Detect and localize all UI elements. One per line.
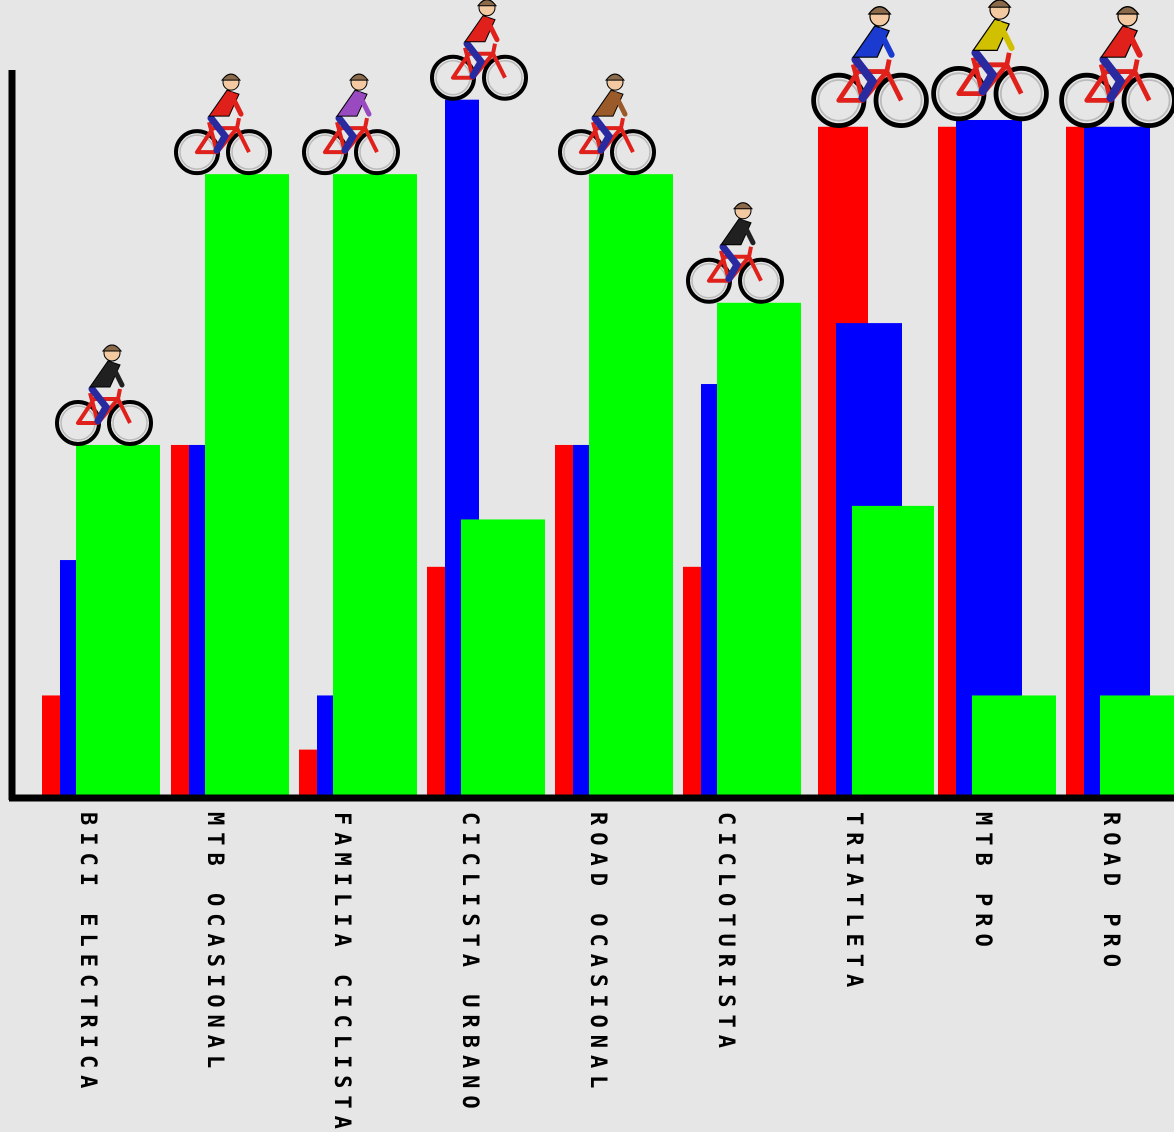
cyclist-road-pro-icon — [1059, 6, 1174, 128]
x-tick-label-4: CICLISTA URBANO — [457, 812, 482, 1116]
x-tick-label-8: MTB PRO — [970, 812, 995, 954]
bar-green-2 — [205, 174, 289, 797]
bar-green-4 — [461, 519, 545, 797]
x-tick-label-7: TRIATLETA — [841, 812, 866, 994]
category-labels-layer: BICI ELECTRICA MTB OCASIONAL FAMILIA CICLI… — [75, 812, 1123, 1132]
bar-red-4 — [427, 566, 445, 797]
bar-blue-8 — [956, 120, 1022, 797]
cyclist-family-icon — [302, 73, 400, 176]
x-tick-label-6: CICLOTURISTA — [713, 812, 738, 1055]
x-tick-label-9: ROAD PRO — [1098, 812, 1123, 974]
cyclist-road-casual-icon — [558, 73, 656, 176]
cyclist-electric-bike-icon — [55, 344, 153, 446]
x-tick-label-3: FAMILIA CICLISTA — [329, 812, 354, 1132]
bar-red-5 — [555, 444, 573, 797]
bar-green-3 — [333, 174, 417, 797]
cyclist-urban-icon — [430, 0, 528, 101]
x-tick-label-2: MTB OCASIONAL — [202, 812, 227, 1075]
cyclist-mtb-pro-icon — [931, 0, 1049, 122]
axes-layer — [8, 70, 1174, 802]
bar-red-2 — [171, 444, 189, 797]
cyclist-icons-layer — [55, 0, 1174, 446]
bar-green-8 — [972, 695, 1056, 797]
bars-layer — [42, 99, 1174, 797]
bar-green-7 — [852, 505, 934, 797]
cyclist-triathlete-icon — [811, 6, 929, 128]
bar-green-5 — [589, 174, 673, 797]
cyclist-mtb-casual-icon — [174, 73, 272, 176]
bar-red-1 — [42, 695, 60, 797]
cyclist-touring-icon — [686, 202, 784, 304]
bar-blue-9 — [1084, 126, 1150, 797]
bar-red-3 — [299, 749, 317, 797]
bar-green-1 — [76, 444, 160, 797]
bar-green-9 — [1100, 695, 1174, 797]
x-tick-label-5: ROAD OCASIONAL — [585, 812, 610, 1095]
bar-green-6 — [717, 302, 801, 797]
bar-red-6 — [683, 566, 701, 797]
x-tick-label-1: BICI ELECTRICA — [75, 812, 100, 1095]
